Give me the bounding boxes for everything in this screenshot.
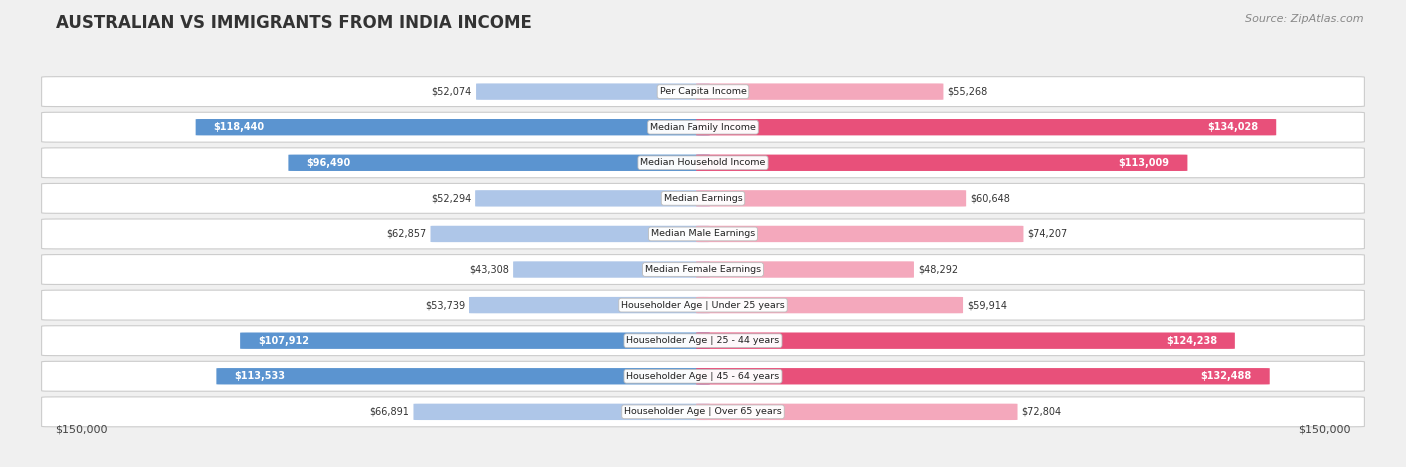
Text: Median Household Income: Median Household Income <box>640 158 766 167</box>
Text: Median Female Earnings: Median Female Earnings <box>645 265 761 274</box>
Text: $113,533: $113,533 <box>235 371 285 381</box>
FancyBboxPatch shape <box>42 255 1364 284</box>
FancyBboxPatch shape <box>696 155 1188 171</box>
Text: $66,891: $66,891 <box>370 407 409 417</box>
FancyBboxPatch shape <box>696 226 1024 242</box>
FancyBboxPatch shape <box>696 262 914 278</box>
Text: Householder Age | Under 25 years: Householder Age | Under 25 years <box>621 301 785 310</box>
FancyBboxPatch shape <box>475 190 710 206</box>
Text: $74,207: $74,207 <box>1028 229 1067 239</box>
Text: $60,648: $60,648 <box>970 193 1010 203</box>
FancyBboxPatch shape <box>696 190 966 206</box>
Text: Householder Age | 45 - 64 years: Householder Age | 45 - 64 years <box>627 372 779 381</box>
FancyBboxPatch shape <box>42 397 1364 427</box>
Text: $52,074: $52,074 <box>432 86 472 97</box>
FancyBboxPatch shape <box>42 290 1364 320</box>
FancyBboxPatch shape <box>430 226 710 242</box>
Text: $107,912: $107,912 <box>259 336 309 346</box>
Text: $55,268: $55,268 <box>948 86 988 97</box>
FancyBboxPatch shape <box>470 297 710 313</box>
Text: $72,804: $72,804 <box>1022 407 1062 417</box>
FancyBboxPatch shape <box>42 219 1364 249</box>
Text: $43,308: $43,308 <box>470 264 509 275</box>
FancyBboxPatch shape <box>288 155 710 171</box>
FancyBboxPatch shape <box>42 184 1364 213</box>
FancyBboxPatch shape <box>696 368 1270 384</box>
Text: $132,488: $132,488 <box>1201 371 1251 381</box>
Text: Per Capita Income: Per Capita Income <box>659 87 747 96</box>
FancyBboxPatch shape <box>240 333 710 349</box>
Text: $113,009: $113,009 <box>1119 158 1170 168</box>
Text: $96,490: $96,490 <box>307 158 350 168</box>
FancyBboxPatch shape <box>477 84 710 100</box>
FancyBboxPatch shape <box>42 361 1364 391</box>
Text: AUSTRALIAN VS IMMIGRANTS FROM INDIA INCOME: AUSTRALIAN VS IMMIGRANTS FROM INDIA INCO… <box>56 14 531 32</box>
FancyBboxPatch shape <box>696 119 1277 135</box>
Text: $52,294: $52,294 <box>430 193 471 203</box>
FancyBboxPatch shape <box>413 403 710 420</box>
FancyBboxPatch shape <box>42 77 1364 106</box>
Text: $59,914: $59,914 <box>967 300 1007 310</box>
Text: $150,000: $150,000 <box>55 425 108 435</box>
FancyBboxPatch shape <box>42 148 1364 178</box>
FancyBboxPatch shape <box>513 262 710 278</box>
FancyBboxPatch shape <box>696 297 963 313</box>
Text: Householder Age | Over 65 years: Householder Age | Over 65 years <box>624 407 782 417</box>
FancyBboxPatch shape <box>696 84 943 100</box>
Text: Median Male Earnings: Median Male Earnings <box>651 229 755 239</box>
Text: $118,440: $118,440 <box>214 122 264 132</box>
FancyBboxPatch shape <box>42 112 1364 142</box>
Text: $150,000: $150,000 <box>1298 425 1351 435</box>
FancyBboxPatch shape <box>42 326 1364 356</box>
FancyBboxPatch shape <box>195 119 710 135</box>
FancyBboxPatch shape <box>696 403 1018 420</box>
Text: Median Family Income: Median Family Income <box>650 123 756 132</box>
FancyBboxPatch shape <box>217 368 710 384</box>
Text: $62,857: $62,857 <box>387 229 426 239</box>
Text: $48,292: $48,292 <box>918 264 959 275</box>
Text: $134,028: $134,028 <box>1208 122 1258 132</box>
Text: $53,739: $53,739 <box>425 300 465 310</box>
Text: $124,238: $124,238 <box>1166 336 1218 346</box>
Text: Median Earnings: Median Earnings <box>664 194 742 203</box>
Text: Householder Age | 25 - 44 years: Householder Age | 25 - 44 years <box>627 336 779 345</box>
Text: Source: ZipAtlas.com: Source: ZipAtlas.com <box>1246 14 1364 24</box>
FancyBboxPatch shape <box>696 333 1234 349</box>
